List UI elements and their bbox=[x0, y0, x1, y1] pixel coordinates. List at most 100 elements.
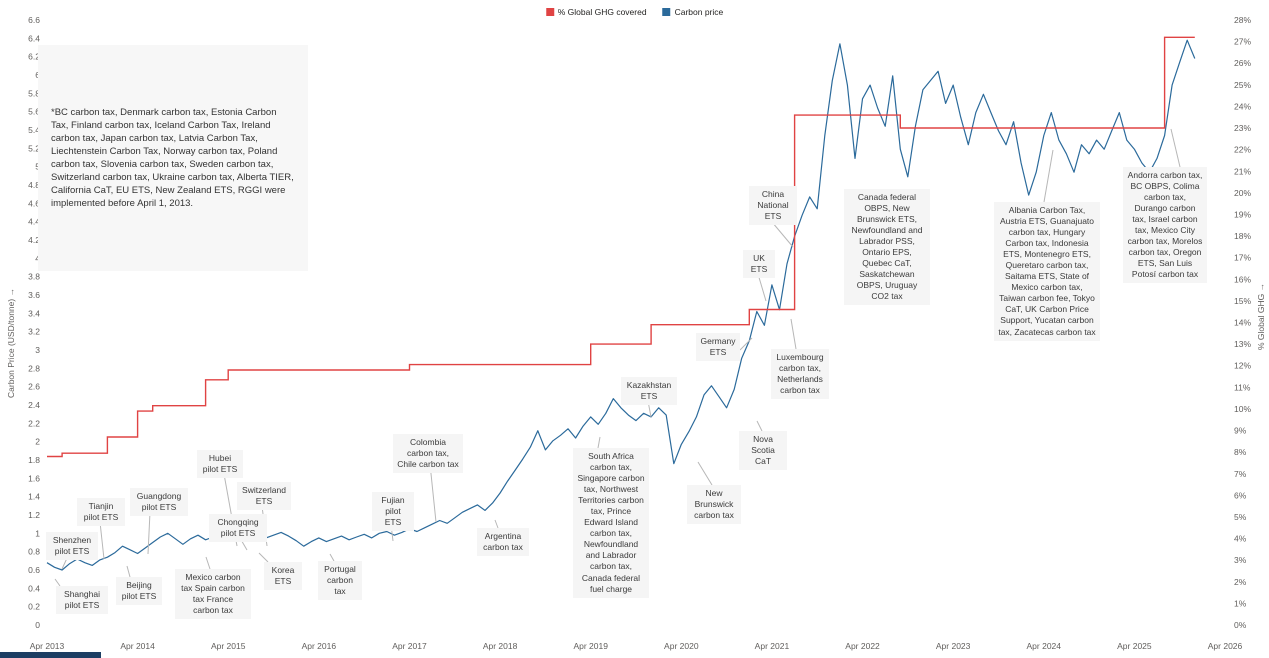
x-axis-tick-label: Apr 2017 bbox=[392, 641, 427, 651]
right-axis-tick-label: 17% bbox=[1234, 253, 1251, 263]
left-axis-tick-label: 4.8 bbox=[28, 180, 40, 190]
x-axis-tick-label: Apr 2023 bbox=[936, 641, 971, 651]
left-axis-tick-label: 3.2 bbox=[28, 327, 40, 337]
right-axis-tick-label: 23% bbox=[1234, 123, 1251, 133]
right-axis-tick-label: 21% bbox=[1234, 166, 1251, 176]
legend-swatch-ghg-covered bbox=[545, 8, 554, 16]
left-axis-tick-label: 2.8 bbox=[28, 363, 40, 373]
right-axis-tick-label: 20% bbox=[1234, 188, 1251, 198]
left-axis-tick-label: 2 bbox=[35, 437, 40, 447]
right-axis-tick-label: 10% bbox=[1234, 404, 1251, 414]
annotation-new-brunswick-carbon-tax: New Brunswick carbon tax bbox=[687, 485, 741, 525]
left-axis-tick-label: 3 bbox=[35, 345, 40, 355]
right-axis-tick-label: 3% bbox=[1234, 555, 1247, 565]
annotation-germany-ets: Germany ETS bbox=[696, 333, 740, 362]
x-axis-tick-label: Apr 2015 bbox=[211, 641, 246, 651]
annotation-leader-line bbox=[205, 556, 211, 570]
annotation-switzerland-ets: Switzerland ETS bbox=[237, 482, 291, 511]
legend: % Global GHG covered Carbon price bbox=[545, 7, 724, 17]
left-axis-tick-label: 3.8 bbox=[28, 272, 40, 282]
right-axis-tick-label: 27% bbox=[1234, 37, 1251, 47]
annotation-argentina-carbon-tax: Argentina carbon tax bbox=[477, 528, 529, 557]
x-axis-tick-label: Apr 2026 bbox=[1208, 641, 1243, 651]
right-axis-tick-label: 6% bbox=[1234, 490, 1247, 500]
left-axis-tick-label: 6.6 bbox=[28, 15, 40, 25]
left-axis-tick-label: 2.6 bbox=[28, 382, 40, 392]
annotation-leader-line bbox=[1043, 149, 1054, 203]
right-axis-tick-label: 18% bbox=[1234, 231, 1251, 241]
left-axis-arrow-icon: → bbox=[6, 287, 16, 297]
right-axis-tick-label: 25% bbox=[1234, 80, 1251, 90]
right-axis-tick-label: 2% bbox=[1234, 577, 1247, 587]
annotation-china-national-ets: China National ETS bbox=[749, 186, 797, 226]
annotation-guangdong-pilot-ets: Guangdong pilot ETS bbox=[130, 488, 188, 517]
ghg-covered-line[interactable] bbox=[47, 36, 1195, 458]
x-axis-tick-label: Apr 2016 bbox=[302, 641, 337, 651]
left-axis-tick-label: 6.4 bbox=[28, 33, 40, 43]
right-axis-tick-label: 16% bbox=[1234, 274, 1251, 284]
right-axis-tick-label: 1% bbox=[1234, 598, 1247, 608]
annotation-luxembourg-netherlands-carbon-tax: Luxembourg carbon tax, Netherlands carbo… bbox=[771, 349, 829, 400]
annotation-leader-line bbox=[126, 565, 131, 578]
right-axis-tick-label: 0% bbox=[1234, 620, 1247, 630]
annotation-korea-ets: Korea ETS bbox=[264, 562, 302, 591]
left-axis-tick-label: 0 bbox=[35, 620, 40, 630]
annotation-leader-line bbox=[147, 511, 151, 555]
legend-label-carbon-price: Carbon price bbox=[674, 7, 724, 17]
left-axis-tick-label: 4.2 bbox=[28, 235, 40, 245]
left-axis-tick-label: 1 bbox=[35, 528, 40, 538]
left-axis-tick-label: 6 bbox=[35, 70, 40, 80]
annotation-leader-line bbox=[790, 318, 797, 350]
annotation-andorra-bc-obps-etc: Andorra carbon tax, BC OBPS, Colima carb… bbox=[1123, 167, 1207, 284]
right-axis-tick-label: 22% bbox=[1234, 145, 1251, 155]
x-axis-tick-label: Apr 2021 bbox=[755, 641, 790, 651]
annotation-beijing-pilot-ets: Beijing pilot ETS bbox=[116, 577, 162, 606]
annotation-leader-line bbox=[597, 436, 601, 449]
right-axis-tick-label: 26% bbox=[1234, 58, 1251, 68]
right-axis-tick-label: 13% bbox=[1234, 339, 1251, 349]
annotation-kazakhstan-ets: Kazakhstan ETS bbox=[621, 377, 677, 406]
right-axis-tick-label: 4% bbox=[1234, 534, 1247, 544]
annotation-albania-austria-etc: Albania Carbon Tax, Austria ETS, Guanaju… bbox=[994, 202, 1100, 341]
x-axis-tick-label: Apr 2013 bbox=[30, 641, 65, 651]
annotation-leader-line bbox=[756, 420, 763, 432]
annotation-south-africa-singapore-etc: South Africa carbon tax, Singapore carbo… bbox=[573, 448, 649, 598]
scrollbar-thumb[interactable] bbox=[0, 652, 101, 658]
annotation-portugal-carbon-tax: Portugal carbon tax bbox=[318, 561, 362, 601]
annotation-leader-line bbox=[757, 273, 767, 302]
left-axis-tick-label: 1.8 bbox=[28, 455, 40, 465]
annotation-hubei-pilot-ets: Hubei pilot ETS bbox=[197, 450, 243, 479]
right-axis-tick-label: 7% bbox=[1234, 469, 1247, 479]
left-axis-title-text: Carbon Price (USD/tonne) bbox=[6, 298, 16, 398]
legend-swatch-carbon-price bbox=[662, 8, 671, 16]
annotation-mexico-spain-france-carbon-tax: Mexico carbon tax Spain carbon tax Franc… bbox=[175, 569, 251, 620]
x-axis-tick-label: Apr 2018 bbox=[483, 641, 518, 651]
legend-label-ghg-covered: % Global GHG covered bbox=[557, 7, 647, 17]
left-axis-tick-label: 1.4 bbox=[28, 492, 40, 502]
left-axis-tick-label: 1.2 bbox=[28, 510, 40, 520]
right-axis-title: % Global GHG → bbox=[1256, 283, 1266, 350]
annotation-shenzhen-pilot-ets: Shenzhen pilot ETS bbox=[46, 532, 98, 561]
left-axis-tick-label: 0.6 bbox=[28, 565, 40, 575]
annotation-leader-line bbox=[429, 463, 437, 523]
left-axis-tick-label: 5.8 bbox=[28, 88, 40, 98]
left-axis-tick-label: 5 bbox=[35, 162, 40, 172]
left-axis-tick-label: 0.4 bbox=[28, 583, 40, 593]
legend-item-carbon-price[interactable]: Carbon price bbox=[662, 7, 724, 17]
left-axis-tick-label: 4.6 bbox=[28, 198, 40, 208]
right-axis-tick-label: 11% bbox=[1234, 382, 1251, 392]
x-axis-tick-label: Apr 2019 bbox=[573, 641, 608, 651]
legend-item-ghg-covered[interactable]: % Global GHG covered bbox=[545, 7, 647, 17]
right-axis-tick-label: 15% bbox=[1234, 296, 1251, 306]
left-axis-tick-label: 1.6 bbox=[28, 473, 40, 483]
annotation-leader-line bbox=[739, 337, 753, 351]
annotation-leader-line bbox=[494, 519, 499, 529]
annotation-uk-ets: UK ETS bbox=[743, 250, 775, 279]
right-axis-tick-label: 19% bbox=[1234, 209, 1251, 219]
annotation-leader-line bbox=[329, 553, 335, 562]
annotation-nova-scotia-cat: Nova Scotia CaT bbox=[739, 431, 787, 471]
left-axis-tick-label: 3.4 bbox=[28, 308, 40, 318]
left-axis-tick-label: 0.8 bbox=[28, 547, 40, 557]
